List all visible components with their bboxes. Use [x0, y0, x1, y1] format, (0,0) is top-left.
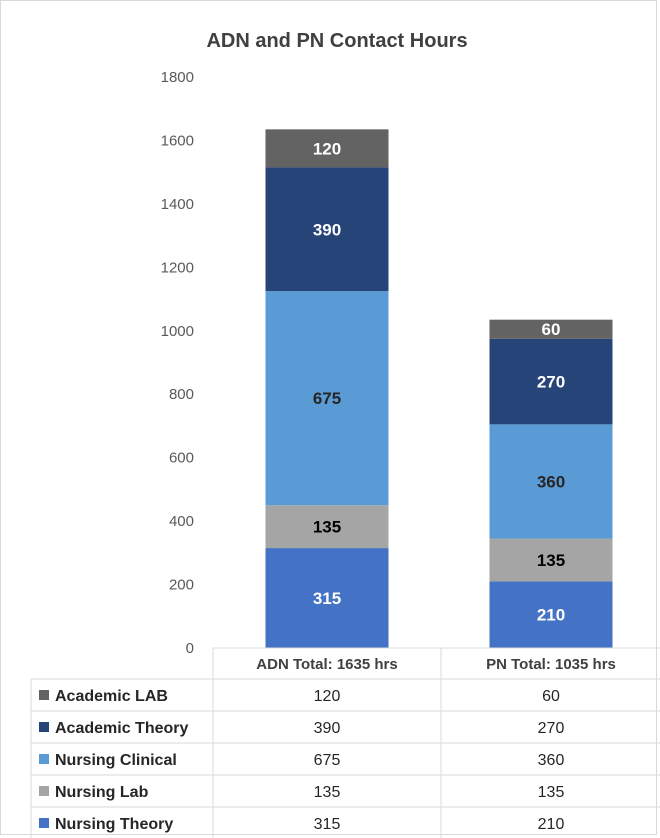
legend-key — [39, 754, 49, 764]
bar-segment — [489, 338, 613, 425]
bar-data-label: 60 — [542, 320, 561, 339]
bar-segment — [489, 319, 613, 339]
legend-series-name: Nursing Lab — [55, 784, 149, 801]
bar-data-label: 360 — [537, 472, 565, 491]
bar-segment — [265, 129, 389, 168]
table-cell-value: 135 — [538, 784, 565, 801]
table-cell-value: 360 — [538, 752, 565, 769]
legend-series-name: Academic LAB — [55, 688, 168, 705]
bar-segment — [265, 167, 389, 292]
bar-segment — [489, 538, 613, 582]
y-tick-label: 400 — [169, 513, 194, 530]
legend-series-name: Nursing Clinical — [55, 752, 177, 769]
table-cell-value: 390 — [314, 720, 341, 737]
legend-key — [39, 818, 49, 828]
table-cell-value: 270 — [538, 720, 565, 737]
bar-data-label: 135 — [313, 518, 341, 537]
table-cell-value: 315 — [314, 816, 341, 833]
bar-data-label: 675 — [313, 389, 341, 408]
legend-series-name: Nursing Theory — [55, 816, 173, 833]
legend-key — [39, 690, 49, 700]
bar-segment — [265, 505, 389, 549]
bar-segment — [489, 581, 613, 648]
data-table: ADN Total: 1635 hrs PN Total: 1035 hrs Aca… — [30, 647, 660, 838]
y-tick-label: 0 — [186, 640, 194, 657]
y-tick-label: 800 — [169, 386, 194, 403]
bar-data-label: 315 — [313, 589, 341, 608]
bar-data-label: 120 — [313, 139, 341, 158]
table-cell-value: 120 — [314, 688, 341, 705]
table-cell-value: 675 — [314, 752, 341, 769]
bars-group: 315 135 675 390 120 210 135 360 270 60 — [265, 129, 613, 648]
bar-data-label: 135 — [537, 551, 565, 570]
y-tick-label: 1800 — [161, 69, 194, 86]
bar-data-label: 390 — [313, 220, 341, 239]
legend-key — [39, 786, 49, 796]
y-tick-label: 1000 — [161, 323, 194, 340]
table-cell-value: 60 — [542, 688, 560, 705]
y-tick-label: 1600 — [161, 132, 194, 149]
y-tick-label: 1200 — [161, 259, 194, 276]
bar-data-label: 210 — [537, 606, 565, 625]
bar-segment — [265, 291, 389, 506]
bar-data-label: 270 — [537, 373, 565, 392]
bar-segment — [265, 548, 389, 648]
table-cell-value: 135 — [314, 784, 341, 801]
x-category-label: PN Total: 1035 hrs — [486, 656, 616, 673]
bar-segment — [489, 424, 613, 539]
x-category-label: ADN Total: 1635 hrs — [256, 656, 397, 673]
y-tick-label: 1400 — [161, 196, 194, 213]
y-axis: 0 200 400 600 800 1000 1200 1400 1600 1800 — [161, 69, 194, 657]
legend-key — [39, 722, 49, 732]
chart-title: ADN and PN Contact Hours — [206, 30, 467, 52]
legend-series-name: Academic Theory — [55, 720, 188, 737]
y-tick-label: 600 — [169, 450, 194, 467]
y-tick-label: 200 — [169, 577, 194, 594]
table-cell-value: 210 — [538, 816, 565, 833]
